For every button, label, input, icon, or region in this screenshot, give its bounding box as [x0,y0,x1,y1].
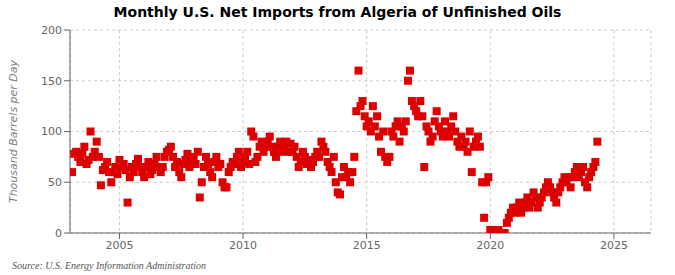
html-text:Source: U.S. Energy Informatio: Source: U.S. Energy Information Administ… [12,260,207,271]
svg-text:2005: 2005 [105,239,133,252]
svg-text:2020: 2020 [476,239,504,252]
svg-text:200: 200 [41,24,62,37]
html-text:Monthly U.S. Net Imports from: Monthly U.S. Net Imports from Algeria of… [113,4,562,20]
svg-text:2025: 2025 [600,239,628,252]
svg-text:50: 50 [48,176,62,189]
svg-text:Thousand Barrels per Day: Thousand Barrels per Day [8,59,20,203]
svg-text:2010: 2010 [229,239,257,252]
svg-text:150: 150 [41,75,62,88]
svg-text:2015: 2015 [353,239,381,252]
svg-text:100: 100 [41,125,62,138]
svg-text:0: 0 [55,227,62,240]
